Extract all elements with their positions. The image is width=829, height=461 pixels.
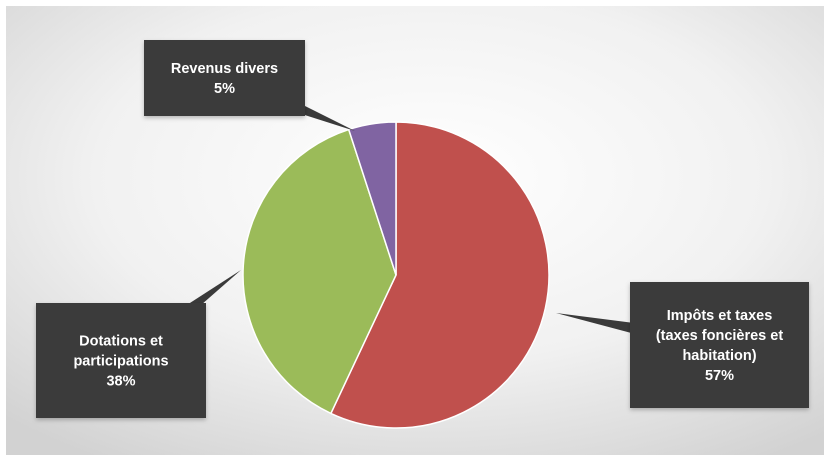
slice-name-label: habitation) — [682, 348, 756, 364]
slice-callouts: Impôts et taxes (taxes foncières et habita… — [36, 40, 809, 418]
pie-slice-1 — [242, 128, 397, 415]
callout-box — [144, 40, 305, 116]
pie-slice-2 — [347, 121, 397, 276]
pie-slice-0 — [329, 121, 550, 429]
slice-name-label: Impôts et taxes — [667, 308, 773, 324]
slice-callout-1: Dotations et participations 38% — [36, 270, 241, 418]
slice-callout-0: Impôts et taxes (taxes foncières et habita… — [556, 282, 809, 408]
slice-percent-label: 57% — [705, 368, 734, 384]
slice-callout-2: Revenus divers 5% — [144, 40, 355, 131]
callout-box — [630, 282, 809, 408]
pie-slices — [242, 121, 550, 429]
slice-name-label: (taxes foncières et — [656, 328, 784, 344]
slice-percent-label: 5% — [214, 81, 235, 97]
slice-name-label: Dotations et — [79, 334, 163, 350]
slice-name-label: participations — [73, 354, 168, 370]
callout-box — [36, 303, 206, 418]
slice-name-label: Revenus divers — [171, 61, 278, 77]
slice-percent-label: 38% — [106, 374, 135, 390]
